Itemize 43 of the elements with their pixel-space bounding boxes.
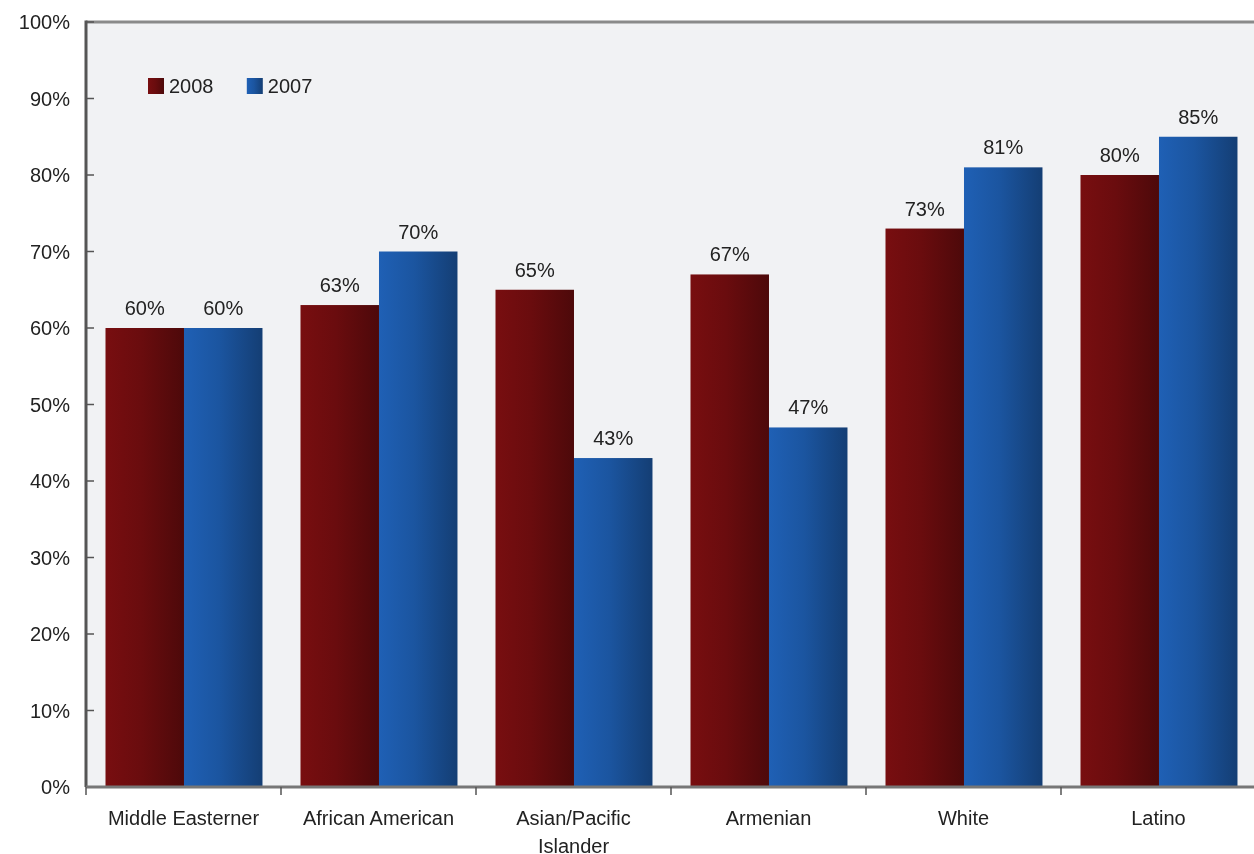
- bar: [1158, 136, 1238, 787]
- bar: [495, 289, 574, 787]
- bar: [1080, 175, 1159, 787]
- data-label: 63%: [319, 274, 360, 297]
- y-tick-label: 100%: [18, 11, 71, 33]
- data-label: 47%: [788, 396, 829, 419]
- x-tick-label: Armenian: [725, 807, 812, 829]
- data-label: 81%: [983, 136, 1024, 159]
- y-tick-label: 20%: [29, 623, 71, 645]
- x-tick-label: Asian/Pacific Islander: [516, 807, 631, 854]
- y-tick-label: 70%: [29, 240, 71, 263]
- bar: [183, 328, 263, 787]
- y-tick-label: 10%: [29, 699, 71, 722]
- data-label: 80%: [1099, 144, 1140, 166]
- data-label: 70%: [398, 220, 439, 243]
- x-tick-label: White: [937, 807, 990, 829]
- y-tick-label: 80%: [29, 164, 71, 186]
- legend-label: 2008: [169, 75, 214, 97]
- x-tick-label: Latino: [1131, 807, 1186, 829]
- data-label: 67%: [709, 243, 750, 266]
- data-label: 73%: [904, 197, 945, 220]
- y-tick-label: 0%: [41, 776, 71, 798]
- data-label: 65%: [514, 258, 555, 281]
- y-tick-label: 40%: [29, 470, 71, 492]
- y-tick-label: 30%: [29, 546, 71, 569]
- data-label: 85%: [1178, 105, 1219, 128]
- bar: [690, 274, 769, 787]
- bar: [573, 458, 653, 787]
- data-label: 43%: [593, 427, 634, 450]
- data-label: 60%: [203, 297, 244, 319]
- bar: [378, 251, 458, 787]
- bar: [768, 427, 848, 787]
- x-tick-label: Middle Easterner: [107, 807, 260, 829]
- y-tick-label: 50%: [29, 393, 71, 416]
- bar: [885, 228, 964, 787]
- bar: [300, 305, 379, 787]
- legend-label: 2007: [267, 75, 313, 97]
- x-tick-label: African American: [302, 807, 455, 829]
- y-tick-label: 60%: [29, 317, 71, 339]
- data-label: 60%: [124, 297, 165, 319]
- bar: [963, 167, 1043, 787]
- y-tick-label: 90%: [29, 87, 71, 110]
- bar: [105, 328, 184, 787]
